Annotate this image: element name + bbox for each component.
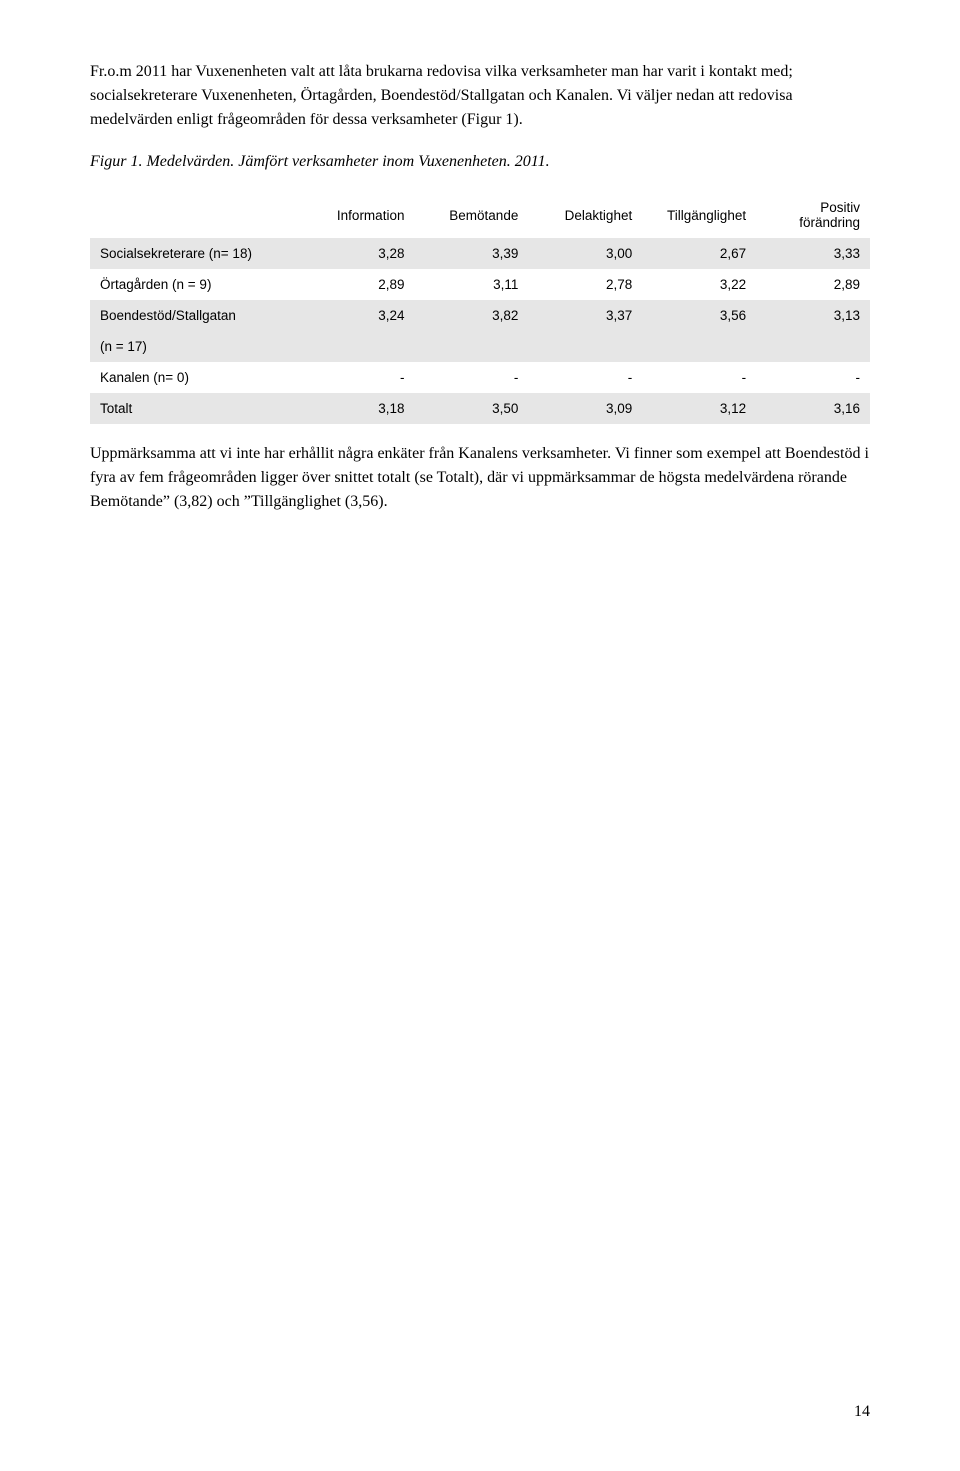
table-cell: 3,18 bbox=[301, 393, 415, 424]
table-row: Boendestöd/Stallgatan3,243,823,373,563,1… bbox=[90, 300, 870, 331]
table-row: Örtagården (n = 9)2,893,112,783,222,89 bbox=[90, 269, 870, 300]
table-cell: 3,82 bbox=[414, 300, 528, 331]
table-cell: 3,56 bbox=[642, 300, 756, 331]
table-cell: 3,37 bbox=[528, 300, 642, 331]
table-cell: 3,13 bbox=[756, 300, 870, 331]
page-number: 14 bbox=[854, 1403, 870, 1421]
table-cell: - bbox=[528, 362, 642, 393]
page: Fr.o.m 2011 har Vuxenenheten valt att lå… bbox=[0, 0, 960, 1471]
table-cell: 2,67 bbox=[642, 238, 756, 269]
table-header-col: Bemötande bbox=[414, 192, 528, 238]
table-cell: 3,00 bbox=[528, 238, 642, 269]
table-cell bbox=[642, 331, 756, 362]
table-header-blank bbox=[90, 192, 301, 238]
table-header-col: Tillgänglighet bbox=[642, 192, 756, 238]
intro-paragraph: Fr.o.m 2011 har Vuxenenheten valt att lå… bbox=[90, 60, 870, 132]
table-row-label: Boendestöd/Stallgatan bbox=[90, 300, 301, 331]
closing-paragraph: Uppmärksamma att vi inte har erhållit nå… bbox=[90, 442, 870, 514]
table-cell bbox=[528, 331, 642, 362]
table-row: Kanalen (n= 0)----- bbox=[90, 362, 870, 393]
table-row-label: Örtagården (n = 9) bbox=[90, 269, 301, 300]
table-header-col: Information bbox=[301, 192, 415, 238]
table-cell: 3,33 bbox=[756, 238, 870, 269]
table-cell: 3,28 bbox=[301, 238, 415, 269]
table-cell: - bbox=[414, 362, 528, 393]
table-header-col: Positiv förändring bbox=[756, 192, 870, 238]
table-cell: 2,89 bbox=[756, 269, 870, 300]
table-row-label: Socialsekreterare (n= 18) bbox=[90, 238, 301, 269]
table-cell: 3,39 bbox=[414, 238, 528, 269]
table-row-label: Kanalen (n= 0) bbox=[90, 362, 301, 393]
table-cell bbox=[301, 331, 415, 362]
figure-caption: Figur 1. Medelvärden. Jämfört verksamhet… bbox=[90, 150, 870, 174]
table-cell: 3,24 bbox=[301, 300, 415, 331]
table-row: Socialsekreterare (n= 18)3,283,393,002,6… bbox=[90, 238, 870, 269]
table-row: Totalt3,183,503,093,123,16 bbox=[90, 393, 870, 424]
table-cell: 3,11 bbox=[414, 269, 528, 300]
table-row-label: Totalt bbox=[90, 393, 301, 424]
table-cell bbox=[414, 331, 528, 362]
data-table: Information Bemötande Delaktighet Tillgä… bbox=[90, 192, 870, 424]
table-row-label: (n = 17) bbox=[90, 331, 301, 362]
table-cell bbox=[756, 331, 870, 362]
table-cell: 3,22 bbox=[642, 269, 756, 300]
table-header-row: Information Bemötande Delaktighet Tillgä… bbox=[90, 192, 870, 238]
table-cell: 2,78 bbox=[528, 269, 642, 300]
table-cell: 3,16 bbox=[756, 393, 870, 424]
table-cell: - bbox=[301, 362, 415, 393]
table-row: (n = 17) bbox=[90, 331, 870, 362]
table-cell: 3,09 bbox=[528, 393, 642, 424]
table-cell: 2,89 bbox=[301, 269, 415, 300]
table-cell: - bbox=[642, 362, 756, 393]
table-body: Socialsekreterare (n= 18)3,283,393,002,6… bbox=[90, 238, 870, 424]
table-header-col: Delaktighet bbox=[528, 192, 642, 238]
table-cell: 3,50 bbox=[414, 393, 528, 424]
table-cell: - bbox=[756, 362, 870, 393]
table-cell: 3,12 bbox=[642, 393, 756, 424]
